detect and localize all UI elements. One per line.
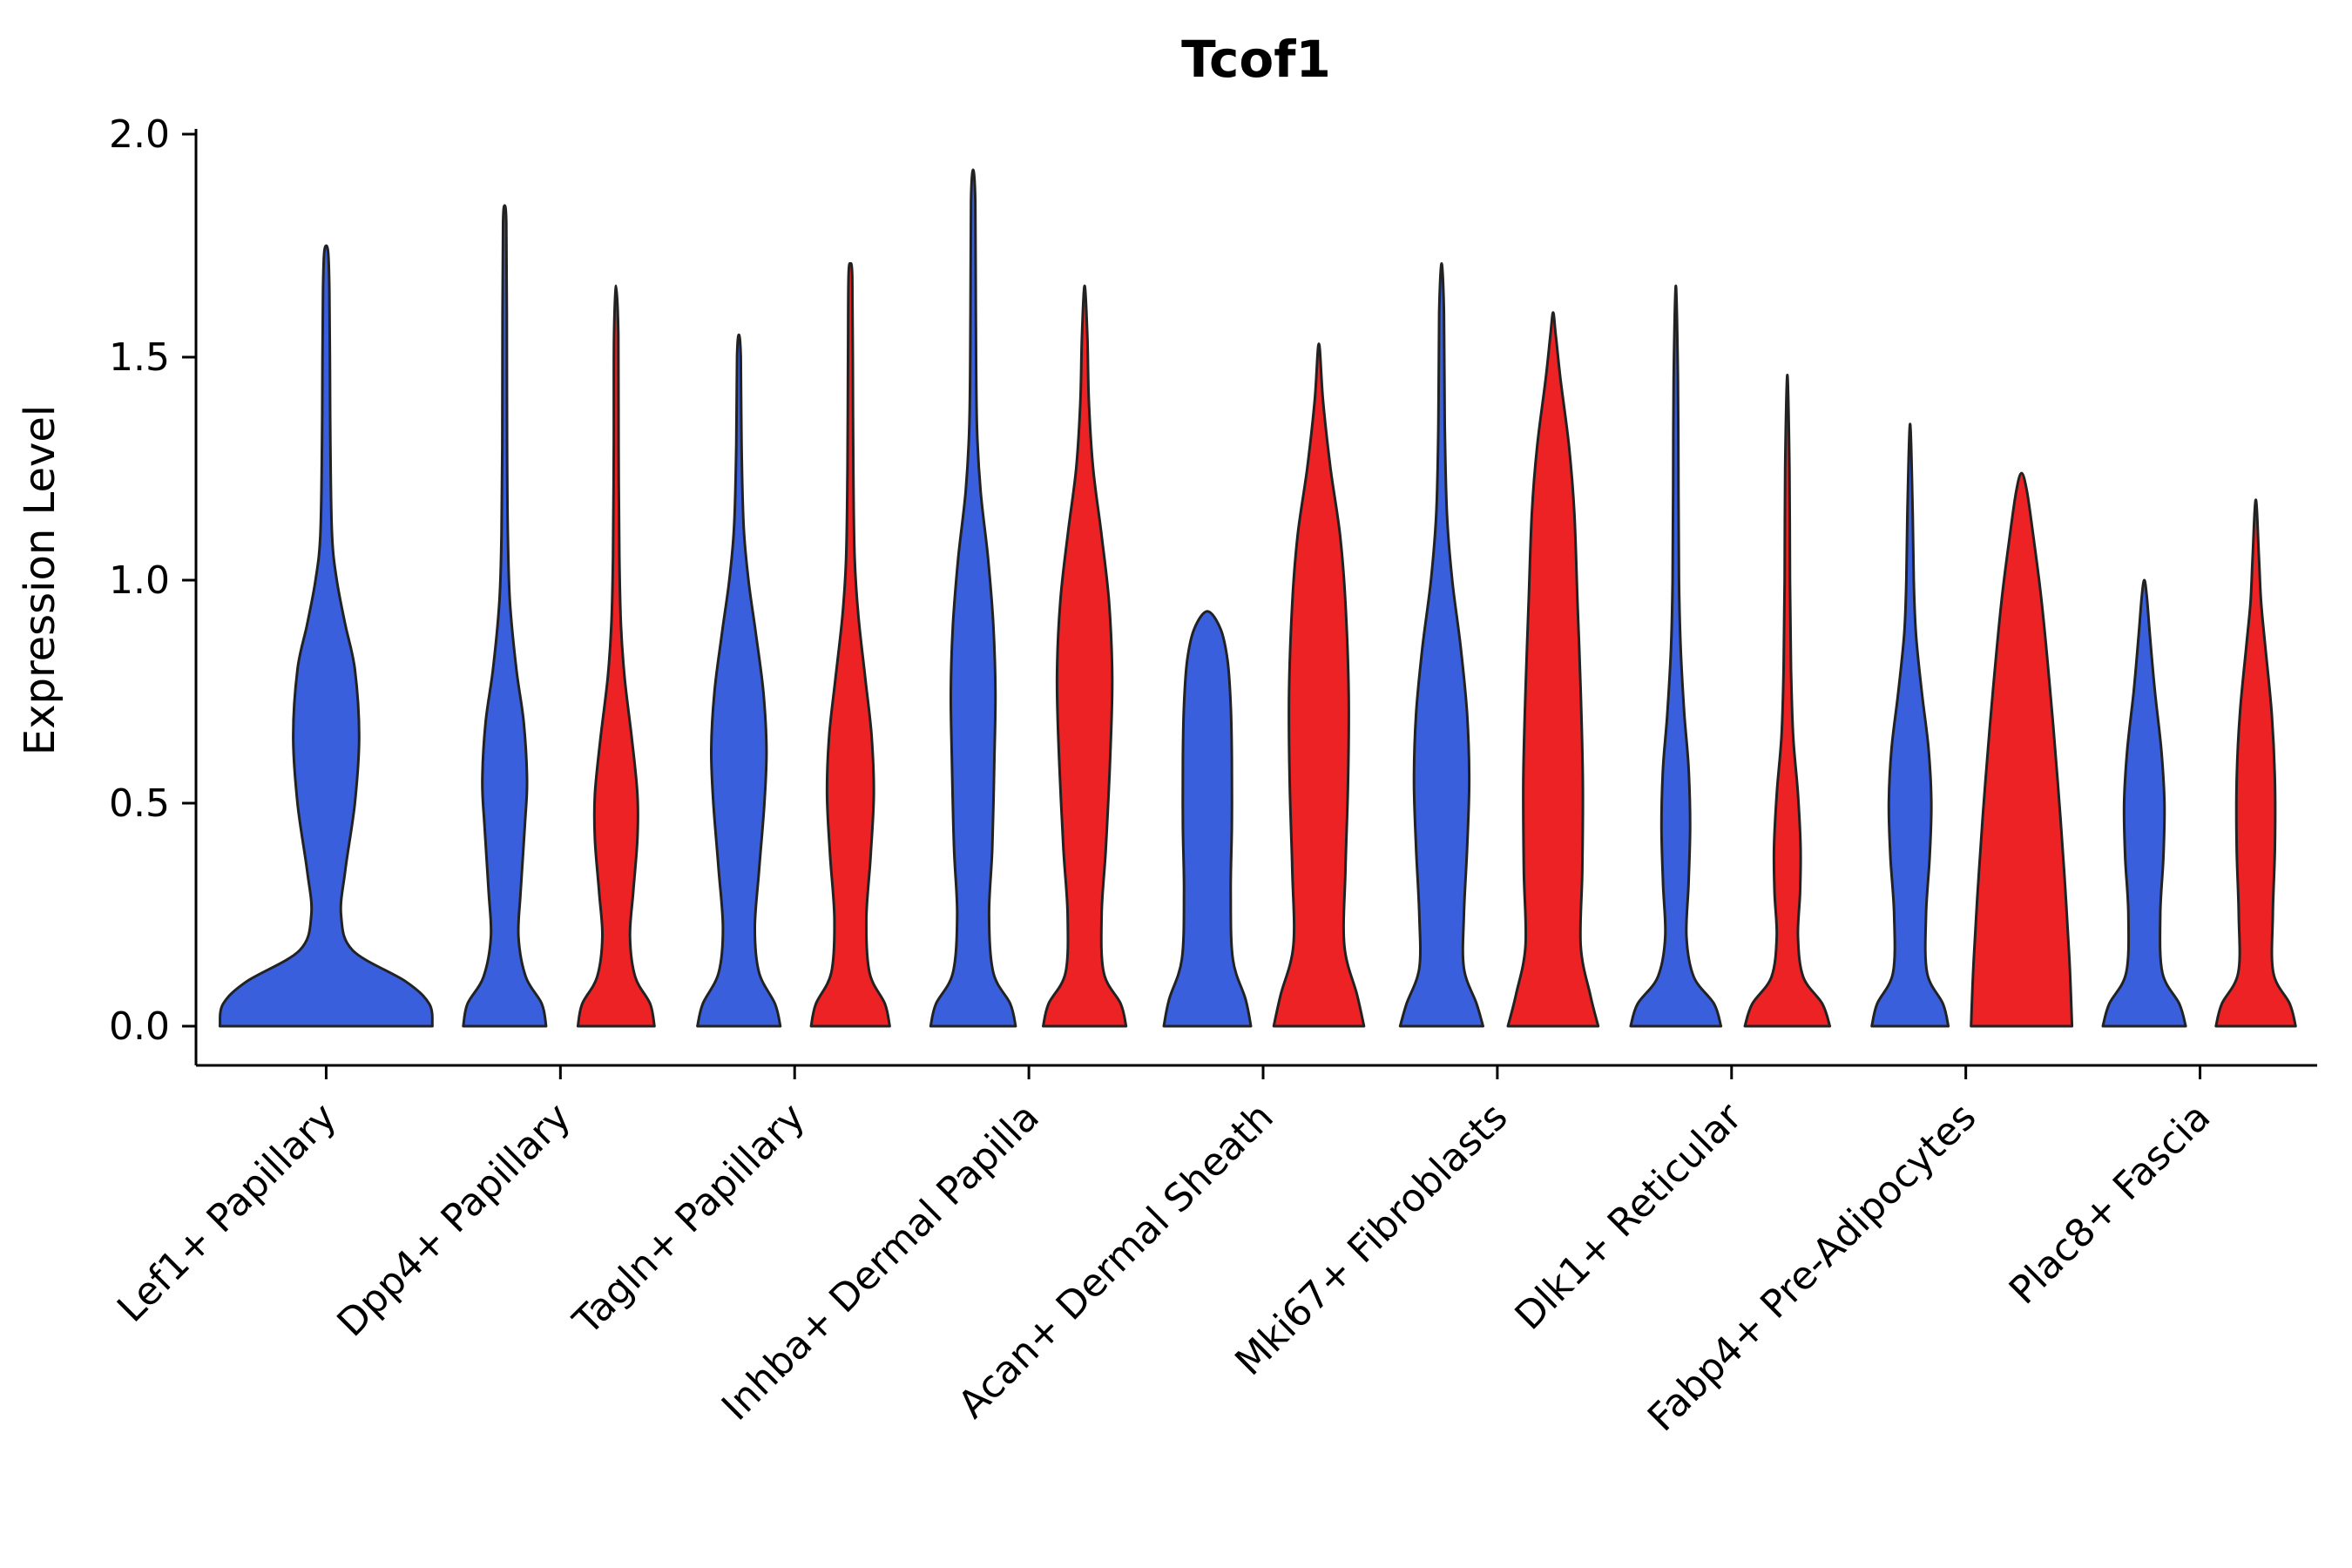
violin-blue bbox=[1162, 610, 1253, 1028]
violin-red bbox=[576, 284, 656, 1028]
violin-red bbox=[1272, 342, 1366, 1028]
x-tick-label: Plac8+ Fascia bbox=[2001, 1095, 2220, 1314]
violin-red bbox=[1042, 284, 1128, 1028]
violin-blue bbox=[929, 168, 1017, 1028]
violin-blue bbox=[1629, 284, 1723, 1028]
y-tick-label: 0.0 bbox=[109, 1004, 170, 1049]
violin-red bbox=[1743, 374, 1832, 1028]
chart-title: Tcof1 bbox=[1181, 30, 1331, 89]
x-tick-label: Tagln+ Papillary bbox=[564, 1095, 814, 1344]
violin-red bbox=[809, 261, 891, 1028]
violins-layer bbox=[218, 168, 2297, 1028]
y-tick-label: 1.0 bbox=[109, 558, 170, 603]
violin-blue bbox=[1870, 422, 1950, 1028]
y-axis-label: Expression Level bbox=[16, 405, 64, 756]
x-tick-label: Dlk1+ Reticular bbox=[1507, 1094, 1752, 1339]
x-tick-label: Lef1+ Papillary bbox=[109, 1095, 345, 1331]
y-tick-label: 0.5 bbox=[109, 781, 170, 826]
violin-blue bbox=[1398, 262, 1484, 1028]
x-tick-label: Dpp4+ Papillary bbox=[328, 1095, 579, 1346]
violin-red bbox=[1970, 471, 2074, 1028]
violin-blue bbox=[2101, 578, 2187, 1028]
axes-layer bbox=[194, 129, 2317, 1067]
violin-blue bbox=[462, 204, 548, 1028]
violin-red bbox=[2214, 498, 2297, 1028]
y-tick-label: 1.5 bbox=[109, 335, 170, 380]
violin-blue bbox=[696, 333, 782, 1028]
x-tick-label: Mki67+ Fibroblasts bbox=[1227, 1095, 1516, 1384]
violin-red bbox=[1506, 311, 1600, 1028]
y-tick-label: 2.0 bbox=[109, 112, 170, 157]
violin-blue bbox=[218, 244, 434, 1028]
